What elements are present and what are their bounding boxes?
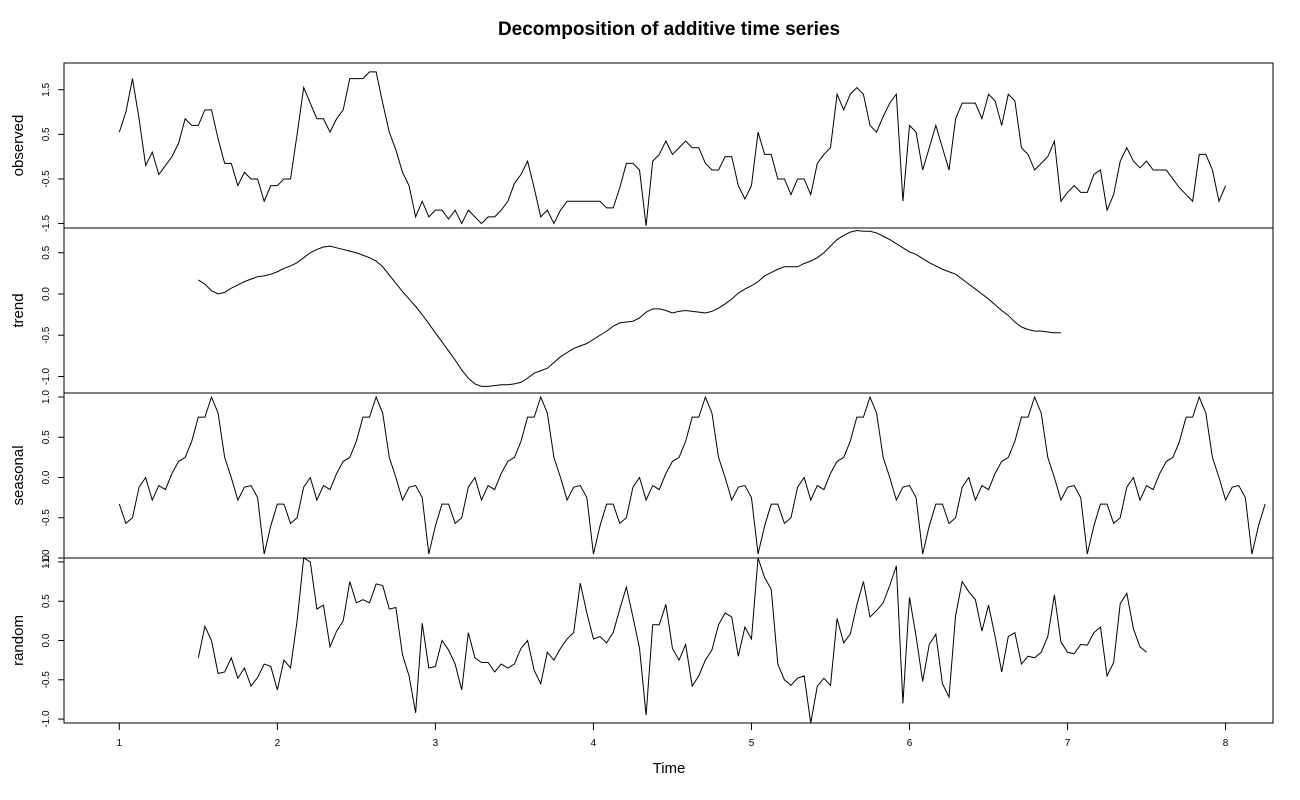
x-tick-label: 7 [1065,738,1071,749]
panel-observed: -1.5 -0.5 0.5 1.5 observed [10,62,1274,232]
panel-frame [63,557,1274,724]
x-tick-label: 2 [275,738,281,749]
series-line-trend [198,229,1061,387]
y-tick-label: -1.5 [41,214,52,232]
y-tick-label: 1.0 [41,555,52,569]
panel-seasonal: -1.0 -0.5 0.0 0.5 1.0 seasonal [10,390,1274,567]
y-tick-label: -1.0 [41,710,52,728]
x-axis-label: Time [653,760,686,777]
y-tick-label: 0.0 [41,287,52,301]
y-axis-label-trend: trend [10,293,27,327]
y-tick-label: -0.5 [41,170,52,188]
series-line-seasonal [118,395,1266,555]
y-tick-label: -0.5 [41,671,52,689]
panels: -1.5 -0.5 0.5 1.5 observed -1.0 -0.5 0.0 0.5 tren… [10,62,1274,728]
panel-trend: -1.0 -0.5 0.0 0.5 trend [10,227,1274,394]
x-tick-label: 6 [907,738,913,749]
x-tick-label: 1 [117,738,123,749]
y-tick-label: -0.5 [41,509,52,527]
y-tick-label: -0.5 [41,326,52,344]
series-line-observed [118,71,1227,226]
y-tick-label: 0.0 [41,470,52,484]
y-tick-label: 0.5 [41,245,52,259]
y-tick-label: 1.5 [41,82,52,96]
y-axis-label-random: random [10,615,27,666]
x-axis: 1 2 3 4 5 6 7 8 [117,723,1229,749]
y-tick-label: -1.0 [41,367,52,385]
panel-random: -1.0 -0.5 0.0 0.5 1.0 random [10,555,1274,728]
chart-title: Decomposition of additive time series [498,19,840,40]
x-tick-label: 3 [433,738,439,749]
y-tick-label: -1.0 [41,549,52,567]
x-tick-label: 4 [591,738,597,749]
x-tick-label: 5 [749,738,755,749]
y-tick-label: 0.5 [41,594,52,608]
y-axis-label-observed: observed [10,115,27,177]
y-tick-label: 0.5 [41,127,52,141]
y-tick-label: 1.0 [41,390,52,404]
series-line-random [197,557,1147,724]
y-tick-label: 0.5 [41,430,52,444]
y-tick-label: 0.0 [41,633,52,647]
panel-frame [63,227,1274,394]
y-axis-label-seasonal: seasonal [10,445,27,505]
x-tick-label: 8 [1223,738,1229,749]
